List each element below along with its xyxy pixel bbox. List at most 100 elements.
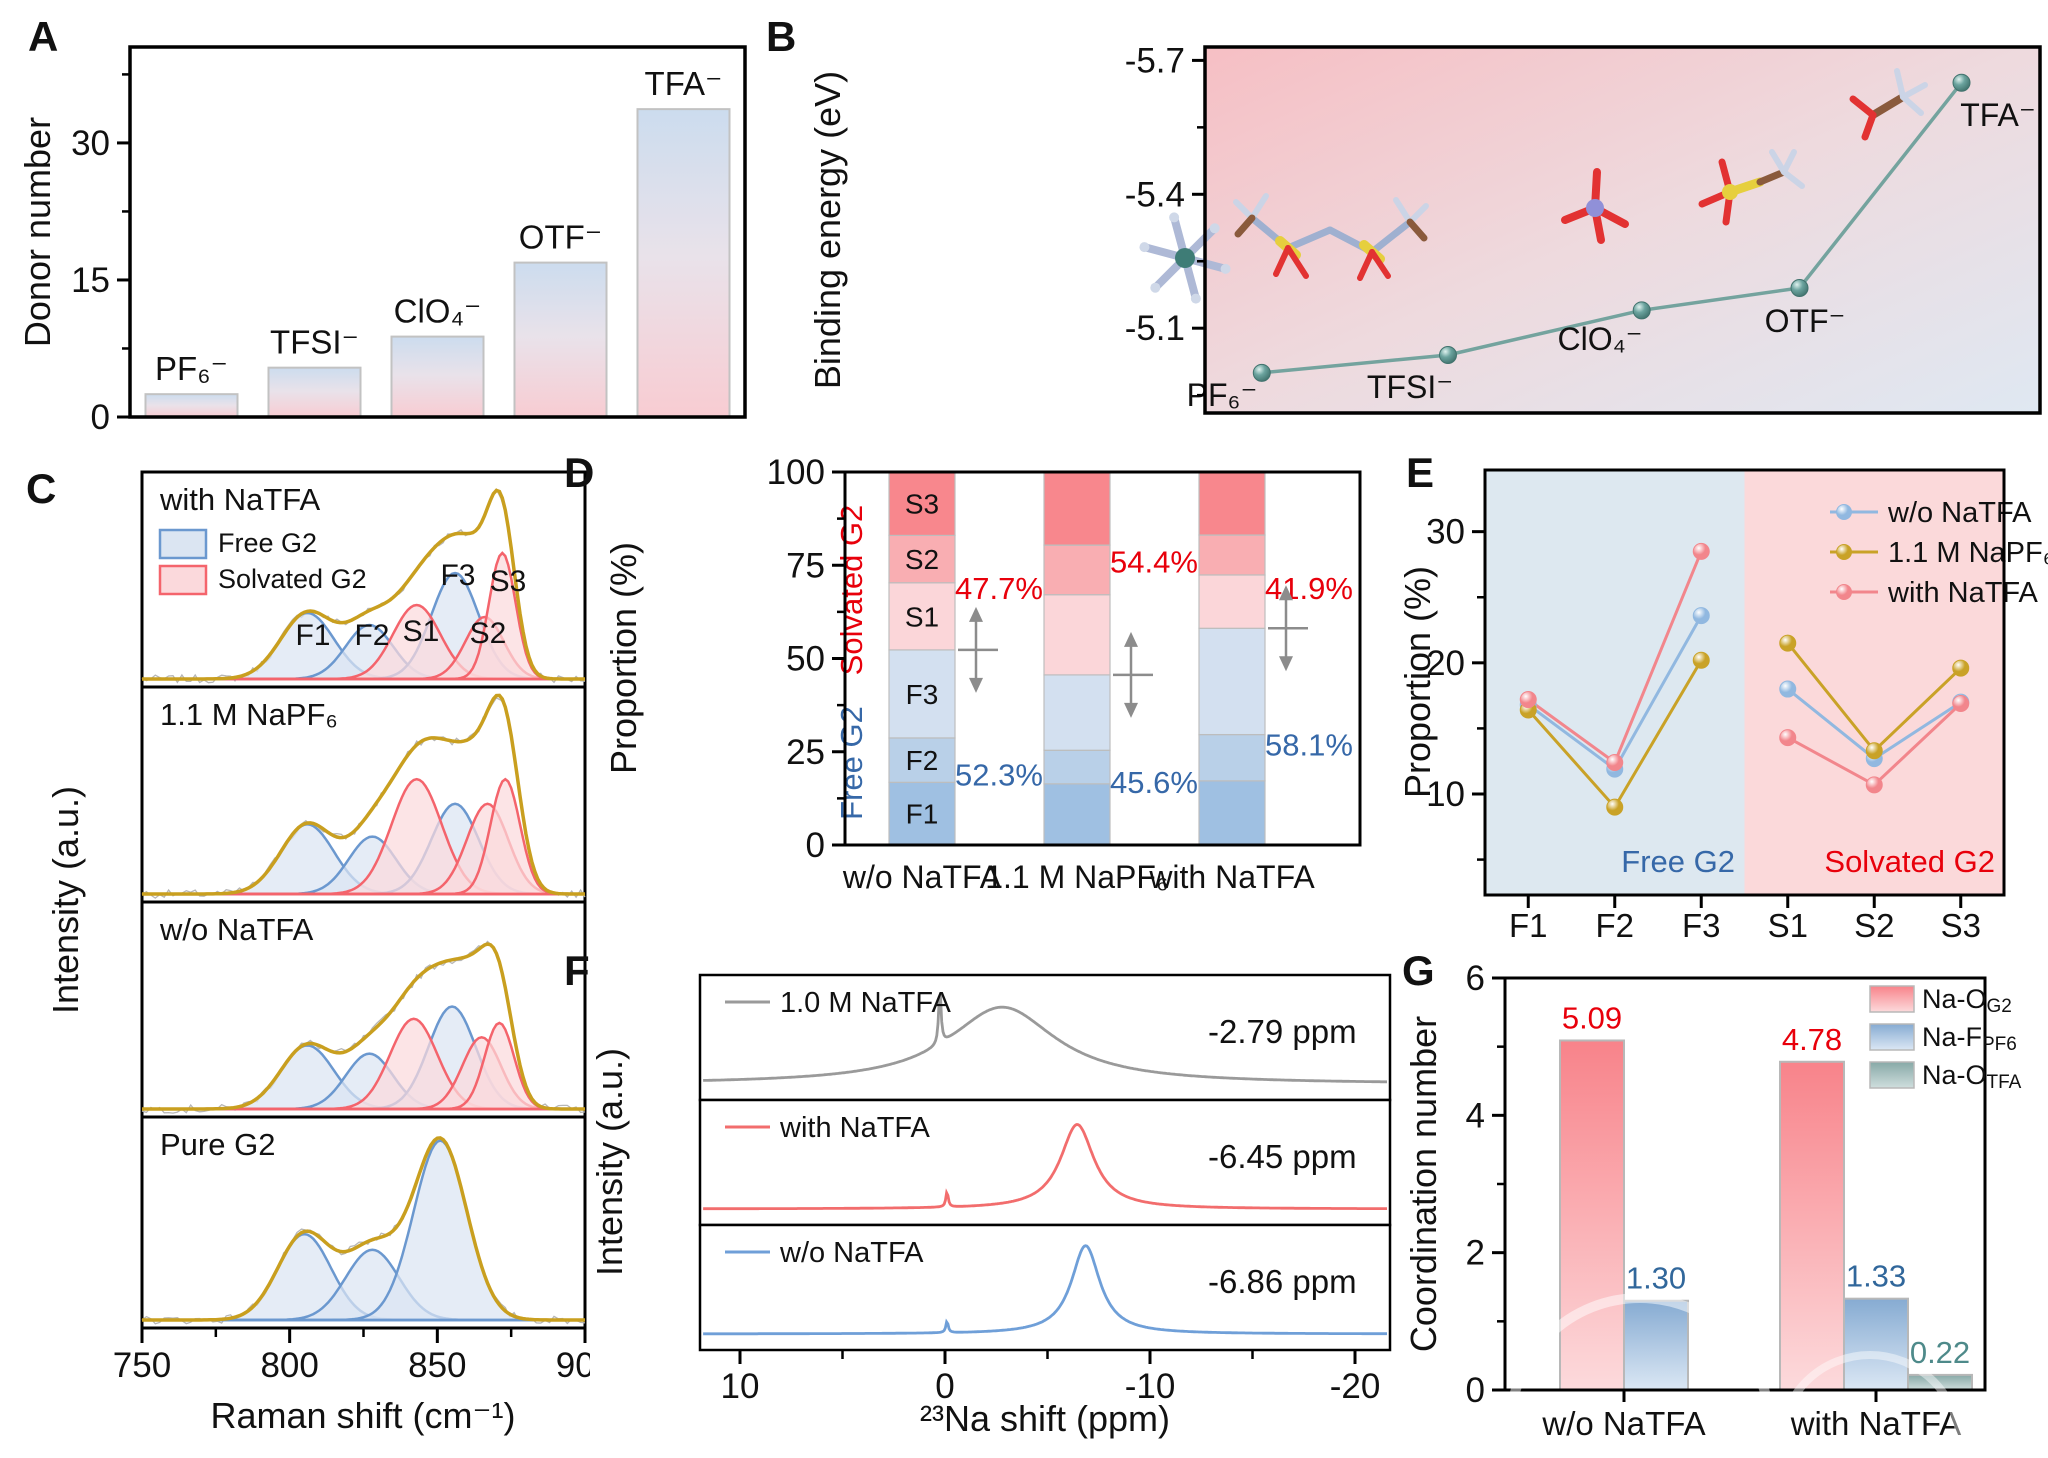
ylabel-e: Proportion (%) [1397, 565, 1438, 799]
nmr-shift-annotation-1: -6.45 ppm [1208, 1138, 1357, 1175]
donor-bar-label: TFA⁻ [645, 65, 723, 102]
stack-F3-1 [1043, 674, 1111, 751]
solvated-total-2: 41.9% [1265, 571, 1353, 606]
stack-S2-2 [1198, 534, 1266, 576]
e-legend-1: 1.1 M NaPF₆ [1888, 537, 2048, 569]
binding-point-1 [1438, 345, 1457, 364]
y-tick-label: 10 [1426, 775, 1465, 814]
e-legend-2: with NaTFA [1887, 577, 2039, 609]
series-point [1865, 742, 1883, 760]
ylabel-c: Intensity (a.u.) [45, 785, 86, 1015]
legend-marker [1836, 504, 1852, 520]
stack-S3-0 [888, 471, 956, 537]
legend-marker [1836, 584, 1852, 600]
d-category-label: 1.1 M NaPF₆ [985, 859, 1169, 895]
g-legend-swatch-1 [1869, 1023, 1915, 1051]
panel-letter-d: D [564, 449, 595, 496]
coord-value-label: 1.33 [1846, 1259, 1906, 1294]
donor-bar-4 [636, 108, 731, 419]
donor-bar-label: TFSI⁻ [270, 324, 359, 361]
nmr-legend-0: 1.0 M NaTFA [780, 987, 951, 1019]
series-point [1519, 691, 1537, 709]
y-tick-label: 0 [806, 826, 825, 865]
segment-label-S1: S1 [905, 601, 939, 632]
xlabel-c: Raman shift (cm⁻¹) [210, 1395, 516, 1436]
raman-subpanel-title: with NaTFA [159, 482, 321, 517]
segment-label-S2: S2 [905, 544, 939, 575]
series-point [1779, 680, 1797, 698]
panel-letter-f: F [564, 947, 590, 994]
coord-bar-woNaTFA-1 [1623, 1299, 1689, 1392]
series-point [1779, 729, 1797, 747]
binding-point-4 [1952, 73, 1971, 92]
y-tick-label: 15 [71, 261, 110, 300]
peak-label-F3: F3 [440, 559, 475, 592]
molecule-clo4-icon [1561, 168, 1629, 244]
series-point [1692, 651, 1710, 669]
x-tick-label: 900 [556, 1346, 590, 1385]
ylabel-g: Coordination number [1403, 1015, 1444, 1353]
solvated-total-1: 54.4% [1110, 545, 1198, 580]
watermark-arc [1505, 1293, 1775, 1458]
region-label-solvated: Solvated G2 [1824, 844, 1995, 879]
coord-value-label: 0.22 [1910, 1335, 1970, 1370]
stack-S2-0 [888, 534, 956, 584]
free-total-0: 52.3% [955, 757, 1043, 792]
segment-label-F1: F1 [906, 799, 939, 830]
stack-F3-2 [1198, 627, 1266, 736]
anion-label: ClO₄⁻ [1557, 321, 1642, 357]
xlabel-f: ²³Na shift (ppm) [919, 1398, 1171, 1439]
nmr-subpanel-2 [698, 1223, 1392, 1352]
coord-value-label: 5.09 [1562, 1000, 1622, 1035]
g-legend-swatch-0 [1869, 985, 1915, 1013]
peak-label-S1: S1 [403, 615, 440, 648]
d-category-label: with NaTFA [1148, 859, 1315, 895]
y-tick-label: 50 [786, 640, 825, 679]
peak-label-S2: S2 [470, 617, 507, 650]
stack-S1-0 [888, 582, 956, 651]
stack-S1-2 [1198, 574, 1266, 629]
donor-bar-0 [144, 393, 239, 418]
g-category-label: with NaTFA [1790, 1405, 1962, 1442]
stack-S3-1 [1043, 471, 1111, 546]
x-tick-label: 750 [113, 1346, 171, 1385]
stack-F2-1 [1043, 749, 1111, 785]
e-category-label: S1 [1768, 907, 1808, 940]
stack-S2-1 [1043, 544, 1111, 596]
stack-F3-0 [888, 649, 956, 739]
g-legend-1: Na-FPF6 [1922, 1022, 2017, 1055]
anion-label: TFSI⁻ [1367, 369, 1453, 405]
panel-d-proportion-stacked-bars: F1 F2 F3 S1 S2 S3 47.7% 52.3% w/o NaTFA 54.4% 45.6… [767, 453, 1362, 895]
anion-label: TFA⁻ [1960, 97, 2036, 133]
donor-bar-2 [390, 335, 485, 419]
y-tick-label: -5.7 [1125, 41, 1185, 80]
ylabel-f: Intensity (a.u.) [589, 1047, 630, 1277]
nmr-legend-2: w/o NaTFA [779, 1237, 924, 1269]
panel-f-nmr-spectra: 1.0 M NaTFA -2.79 ppm with NaTFA -6.45 ppm w… [698, 973, 1392, 1406]
peak-label-F1: F1 [295, 619, 330, 652]
y-tick-label: 30 [1426, 513, 1465, 552]
coord-bar-withNaTFA-1 [1843, 1297, 1909, 1392]
raman-subpanel-title: 1.1 M NaPF₆ [160, 697, 338, 732]
binding-point-3 [1790, 279, 1809, 298]
nmr-curve-0 [702, 993, 1387, 1084]
ylabel-d: Proportion (%) [603, 541, 644, 775]
side-label-solvated-g2: Solvated G2 [834, 505, 869, 676]
nmr-shift-annotation-0: -2.79 ppm [1208, 1013, 1357, 1050]
y-tick-label: 20 [1426, 644, 1465, 683]
y-tick-label: 4 [1466, 1096, 1485, 1135]
nmr-shift-annotation-2: -6.86 ppm [1208, 1263, 1357, 1300]
raman-subpanel-title: Pure G2 [160, 1127, 275, 1162]
donor-bar-3 [513, 261, 608, 419]
stack-F2-2 [1198, 733, 1266, 782]
free-total-1: 45.6% [1110, 765, 1198, 800]
segment-label-F2: F2 [906, 745, 939, 776]
x-tick-label: 800 [260, 1346, 318, 1385]
coord-bar-withNaTFA-0 [1779, 1060, 1845, 1391]
panel-e-proportion-lines: w/o NaTFA 1.1 M NaPF₆ with NaTFA Free G2 Sol… [1426, 468, 2048, 940]
binding-point-0 [1252, 363, 1271, 382]
f-x-tick-label: -10 [1125, 1367, 1176, 1406]
coord-bar-woNaTFA-0 [1559, 1039, 1625, 1391]
y-tick-label: 6 [1466, 959, 1485, 998]
